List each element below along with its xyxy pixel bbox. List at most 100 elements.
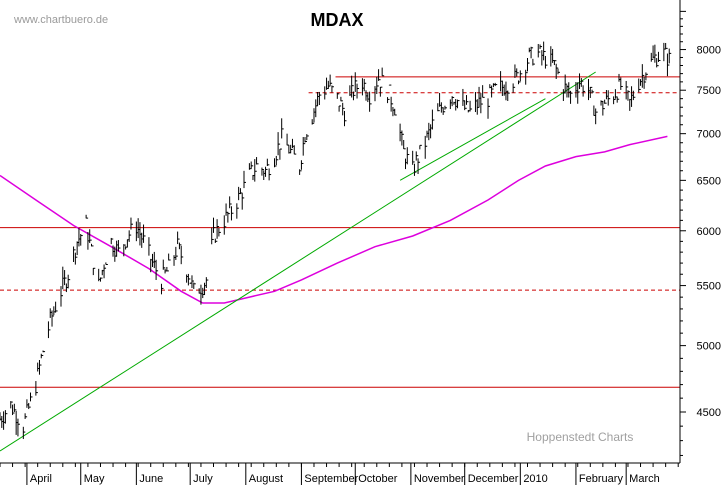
trendline-1 — [399, 98, 546, 181]
price-bar — [281, 118, 284, 139]
price-bar — [437, 103, 440, 112]
price-bar — [666, 53, 670, 77]
price-bar — [47, 321, 51, 339]
price-bar — [369, 91, 372, 112]
price-bar — [64, 270, 67, 286]
price-bar — [311, 119, 315, 125]
price-bar — [85, 214, 89, 219]
x-tick-label: November — [414, 473, 465, 485]
price-bar — [352, 91, 356, 101]
price-bar — [340, 96, 343, 102]
price-bar — [654, 44, 657, 63]
price-bar — [343, 110, 347, 127]
price-bar — [526, 57, 530, 72]
price-bar — [256, 157, 259, 165]
price-bar — [143, 224, 146, 243]
price-bar — [213, 217, 216, 233]
x-tick-label: 2010 — [523, 473, 547, 485]
price-bar — [177, 231, 180, 245]
price-bar — [512, 83, 516, 93]
price-bar — [128, 230, 132, 242]
y-tick-label: 8000 — [697, 45, 721, 57]
price-bar — [274, 158, 277, 168]
price-bar — [300, 160, 304, 170]
price-bar — [227, 211, 230, 223]
price-bar — [519, 70, 523, 82]
y-tick-label: 4500 — [697, 407, 721, 419]
price-bar — [166, 266, 169, 272]
price-bar — [178, 242, 182, 250]
horizontal-levels — [0, 76, 680, 388]
price-bar — [491, 85, 494, 98]
price-bar — [331, 85, 334, 93]
price-bar — [424, 135, 428, 159]
y-tick-label: 5500 — [697, 281, 721, 293]
price-bar — [293, 145, 297, 155]
price-bar — [580, 78, 584, 87]
price-bar — [80, 234, 83, 246]
price-bar — [214, 238, 218, 243]
x-tick-label: March — [629, 473, 660, 485]
price-bar — [230, 206, 234, 221]
price-bar — [10, 401, 13, 409]
price-bar — [379, 86, 383, 97]
price-bar — [457, 99, 460, 109]
x-tick-label: February — [579, 473, 624, 485]
price-bar — [22, 426, 26, 440]
x-tick-label: April — [30, 473, 52, 485]
price-bar — [544, 55, 548, 69]
price-bar — [577, 82, 580, 104]
price-bar — [553, 60, 557, 66]
price-bar — [180, 245, 184, 265]
price-bar — [51, 310, 55, 327]
price-bar — [482, 85, 485, 98]
x-tick-label: May — [84, 473, 105, 485]
price-bars-layer — [0, 41, 672, 440]
price-bar — [665, 42, 668, 50]
price-bar — [336, 92, 340, 99]
price-bar — [394, 108, 397, 116]
price-bar — [216, 219, 220, 239]
price-bar — [406, 147, 410, 165]
price-bar — [645, 72, 648, 81]
price-bar — [67, 274, 71, 289]
price-bar — [168, 253, 171, 261]
price-bar — [318, 91, 322, 106]
price-bar — [403, 139, 406, 150]
price-bar — [205, 277, 209, 288]
price-bar — [306, 134, 309, 141]
price-bar — [643, 76, 647, 89]
price-bar — [557, 68, 560, 75]
price-bar — [38, 359, 42, 375]
price-bar — [656, 58, 659, 68]
price-bar — [268, 168, 272, 181]
price-bar — [641, 64, 645, 88]
price-bar — [431, 109, 435, 130]
price-bar — [30, 392, 33, 402]
price-bar — [591, 89, 595, 94]
x-tick-label: December — [468, 473, 519, 485]
price-bar — [105, 262, 108, 265]
price-bar — [539, 44, 543, 49]
source-label: Hoppenstedt Charts — [527, 430, 634, 444]
price-bar — [469, 100, 473, 112]
y-tick-label: 6500 — [697, 175, 721, 187]
price-bar — [299, 169, 302, 175]
price-bar — [616, 96, 620, 103]
price-bar — [632, 90, 636, 101]
moving-average-layer — [0, 135, 668, 304]
price-bar — [451, 96, 455, 107]
price-bar — [419, 144, 422, 150]
price-bar — [668, 48, 672, 64]
price-bar — [525, 69, 528, 85]
price-bar — [338, 105, 342, 112]
price-bar — [324, 86, 327, 100]
price-bar — [465, 95, 469, 105]
y-tick-label: 7500 — [697, 85, 721, 97]
price-bar — [516, 68, 519, 77]
price-bar — [55, 301, 58, 313]
price-bar — [415, 151, 419, 161]
